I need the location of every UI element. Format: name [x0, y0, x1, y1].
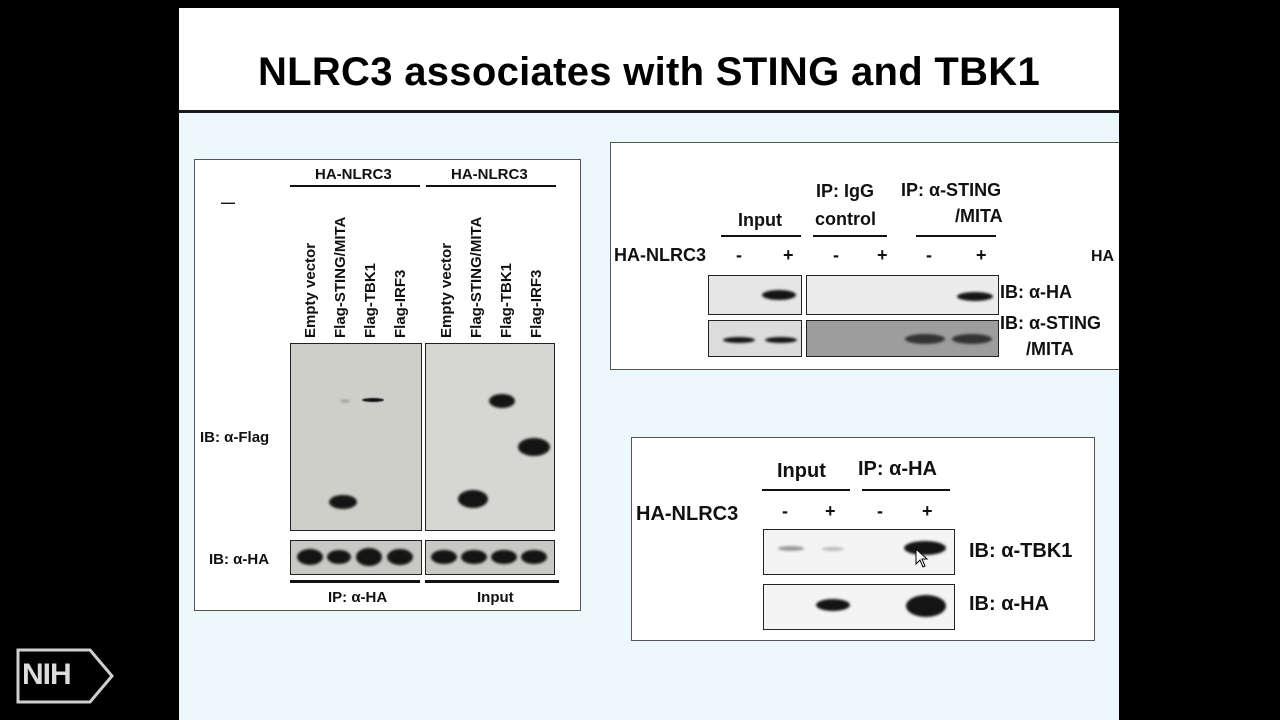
band: [431, 550, 457, 564]
sign: +: [783, 245, 794, 265]
col-header-input: Input: [738, 210, 782, 230]
group-header-input: HA-NLRC3: [451, 166, 528, 183]
band: [387, 549, 413, 565]
band: [340, 400, 350, 402]
row-label-flag: IB: α-Flag: [200, 429, 270, 446]
dash-mark: —: [221, 194, 235, 210]
group-header-ip-underline: [290, 185, 420, 187]
blot-sting-ip: [806, 320, 999, 357]
footer-underline-ip: [290, 580, 420, 583]
left-figure-panel: HA-NLRC3 HA-NLRC3 — Empty vector Flag-ST…: [194, 159, 581, 611]
row-label-ha-nlrc3: HA-NLRC3: [636, 503, 739, 525]
band: [356, 548, 382, 566]
blot-ha-ip: [290, 540, 422, 575]
lane-label: Flag-IRF3: [528, 269, 545, 338]
band: [816, 599, 850, 611]
band: [461, 550, 487, 564]
col-header-input-underline: [721, 235, 801, 237]
col-header-igg: IP: IgG: [816, 181, 874, 201]
sign: -: [926, 245, 932, 265]
col-header-sting: IP: α-STING: [901, 180, 1002, 200]
slide: NLRC3 associates with STING and TBK1 HA-…: [179, 8, 1119, 720]
footer-label-input: Input: [477, 589, 514, 606]
blot-ha: [763, 584, 955, 630]
lane-label: Flag-TBK1: [362, 263, 379, 338]
col-header-igg-underline: [813, 235, 887, 237]
band: [491, 550, 517, 564]
lane-label: Empty vector: [302, 242, 319, 338]
band: [778, 546, 804, 551]
blot-ha-ip: [806, 275, 999, 315]
group-header-ip: HA-NLRC3: [315, 166, 392, 183]
lane-label: Flag-IRF3: [392, 269, 409, 338]
col-header-ip-ha-underline: [862, 489, 950, 491]
band: [362, 398, 384, 402]
top-right-figure-panel: Input IP: IgG control IP: α-STING /MITA …: [610, 142, 1119, 370]
band: [765, 337, 797, 343]
col-header-ip-ha: IP: α-HA: [858, 458, 937, 480]
blot-ha-input: [708, 275, 802, 315]
row-label-ha-nlrc3: HA-NLRC3: [614, 245, 706, 265]
band: [297, 549, 323, 565]
nih-logo: NIH: [16, 648, 114, 704]
sign: +: [922, 501, 933, 521]
lane-label: Flag-TBK1: [498, 263, 515, 338]
sign: -: [736, 245, 742, 265]
band: [458, 490, 488, 508]
sign: +: [825, 501, 836, 521]
blot-ha-input: [425, 540, 555, 575]
band: [327, 550, 351, 564]
sign: +: [976, 245, 987, 265]
col-header-sting-underline: [916, 235, 996, 237]
band: [905, 334, 945, 344]
col-header-input-underline: [762, 489, 850, 491]
band: [957, 292, 993, 301]
lane-label: Flag-STING/MITA: [468, 216, 485, 338]
band: [521, 550, 547, 564]
footer-underline-input: [425, 580, 559, 583]
blot-label-ha: IB: α-HA: [969, 593, 1050, 615]
sign: +: [877, 245, 888, 265]
blot-sting-input: [708, 320, 802, 357]
group-header-input-underline: [426, 185, 556, 187]
bottom-right-figure-panel: Input IP: α-HA HA-NLRC3 - + - + IB: α-TB…: [631, 437, 1095, 641]
band: [723, 337, 755, 343]
cut-off-label: HA: [1091, 248, 1115, 265]
footer-label-ip: IP: α-HA: [328, 589, 388, 606]
band: [329, 495, 357, 509]
col-header-input: Input: [777, 460, 826, 482]
nih-logo-text: NIH: [22, 658, 72, 691]
blot-label-tbk1: IB: α-TBK1: [969, 540, 1073, 562]
col-header-sting-mita: /MITA: [955, 206, 1003, 226]
lane-label: Flag-STING/MITA: [332, 216, 349, 338]
blot-flag-input: [425, 343, 555, 531]
sign: -: [877, 501, 883, 521]
slide-title: NLRC3 associates with STING and TBK1: [257, 50, 1041, 94]
mouse-cursor-icon: [915, 548, 929, 568]
title-bar: NLRC3 associates with STING and TBK1: [179, 8, 1119, 113]
blot-label-sting-mita: /MITA: [1026, 339, 1074, 359]
blot-label-sting: IB: α-STING: [1000, 313, 1102, 333]
blot-tbk1: [763, 529, 955, 575]
band: [518, 438, 550, 456]
sign: -: [782, 501, 788, 521]
sign: -: [833, 245, 839, 265]
band: [762, 290, 796, 300]
nih-logo-shape-icon: [16, 648, 114, 704]
band: [489, 394, 515, 408]
lane-label: Empty vector: [438, 242, 455, 338]
blot-label-ha: IB: α-HA: [1000, 282, 1073, 302]
row-label-ha: IB: α-HA: [209, 551, 270, 568]
band: [906, 595, 946, 617]
col-header-igg-control: control: [815, 209, 876, 229]
band: [822, 547, 844, 551]
band: [904, 541, 946, 555]
band: [952, 334, 992, 344]
blot-flag-ip: [290, 343, 422, 531]
